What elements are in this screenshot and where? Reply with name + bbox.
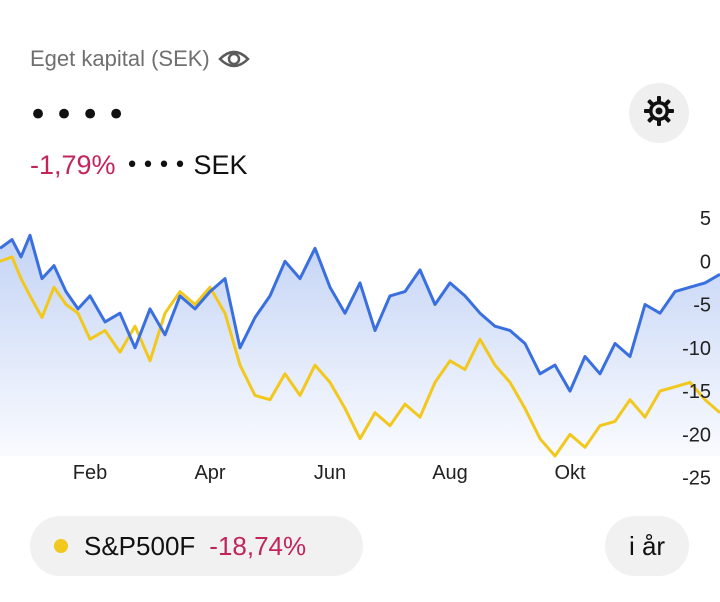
benchmark-color-dot: [54, 539, 68, 553]
series-line-sp500f: [0, 255, 720, 458]
gear-icon: [643, 95, 675, 132]
x-tick-label: Jun: [314, 462, 346, 484]
change-percent: -1,79%: [30, 150, 116, 180]
y-tick-label: 5: [700, 208, 711, 230]
settings-button[interactable]: [629, 83, 689, 143]
benchmark-legend[interactable]: S&P500F -18,74%: [30, 516, 363, 576]
x-tick-label: Feb: [73, 462, 107, 484]
portfolio-area-fill: [0, 235, 720, 456]
y-tick-label: -10: [682, 338, 711, 360]
x-tick-label: Apr: [194, 462, 225, 484]
benchmark-change: -18,74%: [209, 530, 307, 561]
period-selector-button[interactable]: i år: [605, 516, 689, 576]
change-currency: SEK: [193, 150, 248, 180]
y-tick-label: -5: [693, 295, 711, 317]
equity-label: Eget kapital (SEK): [30, 46, 210, 71]
x-tick-label: Okt: [554, 462, 586, 484]
y-tick-label: -15: [682, 381, 711, 403]
series-line-portfolio: [0, 233, 720, 393]
equity-masked-value: ••••: [28, 95, 133, 135]
y-tick-label: -25: [682, 468, 711, 490]
benchmark-name: S&P500F: [84, 530, 196, 561]
y-tick-label: 0: [700, 251, 711, 273]
y-tick-label: -20: [682, 424, 711, 446]
equity-header: Eget kapital (SEK): [30, 46, 250, 72]
eye-icon[interactable]: [217, 48, 250, 70]
period-change: -1,79% •••• SEK: [30, 150, 248, 181]
x-tick-label: Aug: [432, 462, 468, 484]
change-masked-amount: ••••: [125, 153, 190, 178]
performance-chart[interactable]: Feb Apr Jun Aug Okt 5 0 -5 -10 -15 -20 -25: [0, 200, 720, 500]
